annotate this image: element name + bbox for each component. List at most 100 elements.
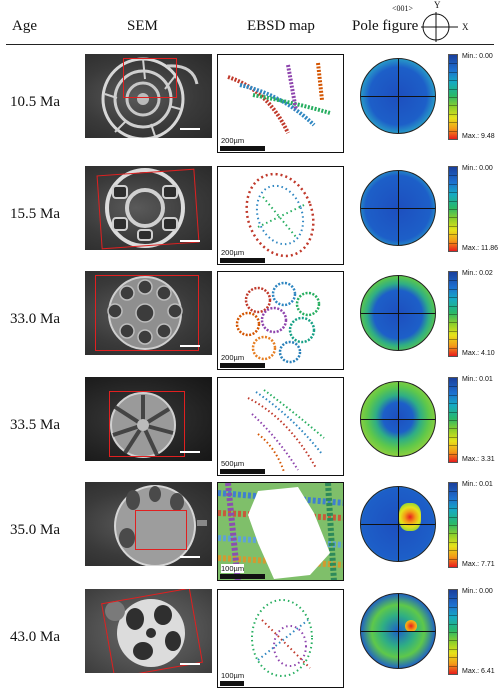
color-scale-tick [449, 105, 457, 106]
age-column-header: Age [12, 18, 37, 34]
ebsd-scale-bar [220, 469, 265, 474]
ebsd-scale-bar [220, 574, 265, 579]
color-scale-tick [449, 183, 457, 185]
pole-figure [360, 486, 436, 562]
ebsd-grain-map [247, 389, 325, 473]
color-scale-tick [449, 648, 457, 650]
scale-bar [180, 128, 200, 130]
ebsd-scale-bar [220, 363, 265, 368]
color-scale-max: Max.: 4.10 [462, 350, 495, 357]
color-scale-tick [449, 305, 457, 307]
pole-hotspot [405, 620, 417, 632]
color-scale-tick [449, 403, 457, 404]
ebsd-map: 200µm [217, 166, 344, 265]
color-scale-tick [449, 122, 457, 123]
ebsd-column-header: EBSD map [247, 18, 315, 34]
color-scale-tick [449, 541, 457, 543]
color-scale-tick [449, 280, 457, 281]
ebsd-scale-label: 200µm [221, 248, 245, 257]
color-scale-tick [449, 445, 457, 446]
color-scale-tick [449, 632, 457, 633]
sem-image [85, 166, 212, 250]
ebsd-grain-map [235, 281, 321, 364]
color-scale-tick [449, 499, 457, 501]
roi-box [95, 275, 199, 351]
color-scale-tick [449, 411, 457, 413]
color-scale-bar [448, 589, 458, 675]
color-scale-tick [449, 130, 457, 132]
sem-image [85, 377, 212, 461]
color-scale-min: Min.: 0.00 [462, 588, 493, 595]
ebsd-scale-label: 200µm [221, 353, 245, 362]
pole-figure [360, 58, 436, 134]
axis-x-label: X [462, 22, 469, 32]
scale-bar [180, 345, 200, 347]
roi-box [123, 58, 177, 98]
color-scale-tick [449, 97, 457, 98]
color-scale-max: Max.: 9.48 [462, 133, 495, 140]
table-row: 10.5 Ma 200µm Min.: 0.00 Max.: [0, 50, 500, 160]
foraminifera-sem-figure [107, 276, 183, 350]
ebsd-scale-label: 500µm [221, 459, 245, 468]
foraminifera-sem-figure [101, 57, 199, 138]
color-scale-tick [449, 623, 457, 625]
sem-column-header: SEM [127, 18, 158, 34]
roi-box [96, 168, 200, 250]
roi-box [109, 391, 185, 457]
color-scale-tick [449, 80, 457, 81]
ebsd-map: 100µm [217, 589, 344, 688]
color-scale-tick [449, 71, 457, 73]
header-rule [6, 44, 494, 45]
color-scale-tick [449, 88, 457, 90]
pole-hotspot [399, 503, 421, 531]
color-scale-min: Min.: 0.00 [462, 165, 493, 172]
scale-bar [180, 240, 200, 242]
color-scale-tick [449, 665, 457, 667]
color-scale-tick [449, 640, 457, 641]
color-scale-bar [448, 54, 458, 140]
color-scale-tick [449, 615, 457, 616]
color-scale-max: Max.: 7.71 [462, 561, 495, 568]
color-scale-tick [449, 209, 457, 210]
color-scale-tick [449, 558, 457, 560]
sem-image [85, 482, 212, 566]
age-label: 33.0 Ma [10, 311, 60, 327]
foraminifera-sem-figure [110, 392, 176, 458]
color-scale-min: Min.: 0.02 [462, 270, 493, 277]
table-row: 15.5 Ma 200µm Min.: 0.00 Max.: 11.86 [0, 162, 500, 272]
roi-box [101, 589, 203, 673]
color-scale-tick [449, 242, 457, 244]
scale-bar [180, 663, 200, 665]
age-label: 10.5 Ma [10, 94, 60, 110]
color-scale-tick [449, 288, 457, 290]
color-scale-tick [449, 598, 457, 599]
ebsd-scale-label: 100µm [221, 564, 245, 573]
color-scale-tick [449, 428, 457, 429]
color-scale-max: Max.: 11.86 [462, 245, 499, 252]
color-scale-max: Max.: 6.41 [462, 668, 495, 675]
scale-bar [180, 556, 200, 558]
color-scale-tick [449, 394, 457, 396]
color-scale-tick [449, 386, 457, 387]
table-row: 33.0 Ma 200µm Min.: 0.02 [0, 267, 500, 377]
table-header: Age SEM EBSD map Pole figure <001> Y X [0, 0, 500, 48]
color-scale-tick [449, 330, 457, 332]
axis-y-label: Y [434, 0, 441, 10]
color-scale-bar [448, 377, 458, 463]
color-scale-tick [449, 533, 457, 534]
age-label: 33.5 Ma [10, 417, 60, 433]
sem-image [85, 54, 212, 138]
ebsd-grain-map [227, 62, 331, 134]
sem-image [85, 589, 212, 673]
color-scale-tick [449, 200, 457, 202]
pole-figure [360, 593, 436, 669]
ebsd-scale-bar [220, 258, 265, 263]
pole-figure [360, 275, 436, 351]
color-scale-tick [449, 606, 457, 608]
ebsd-grain-map [251, 599, 313, 677]
color-scale-bar [448, 482, 458, 568]
color-scale-tick [449, 234, 457, 235]
table-row: 35.0 Ma 100µm Min.: 0.01 [0, 478, 500, 588]
ebsd-scale-label: 100µm [221, 671, 245, 680]
reference-axes-icon [421, 12, 458, 42]
